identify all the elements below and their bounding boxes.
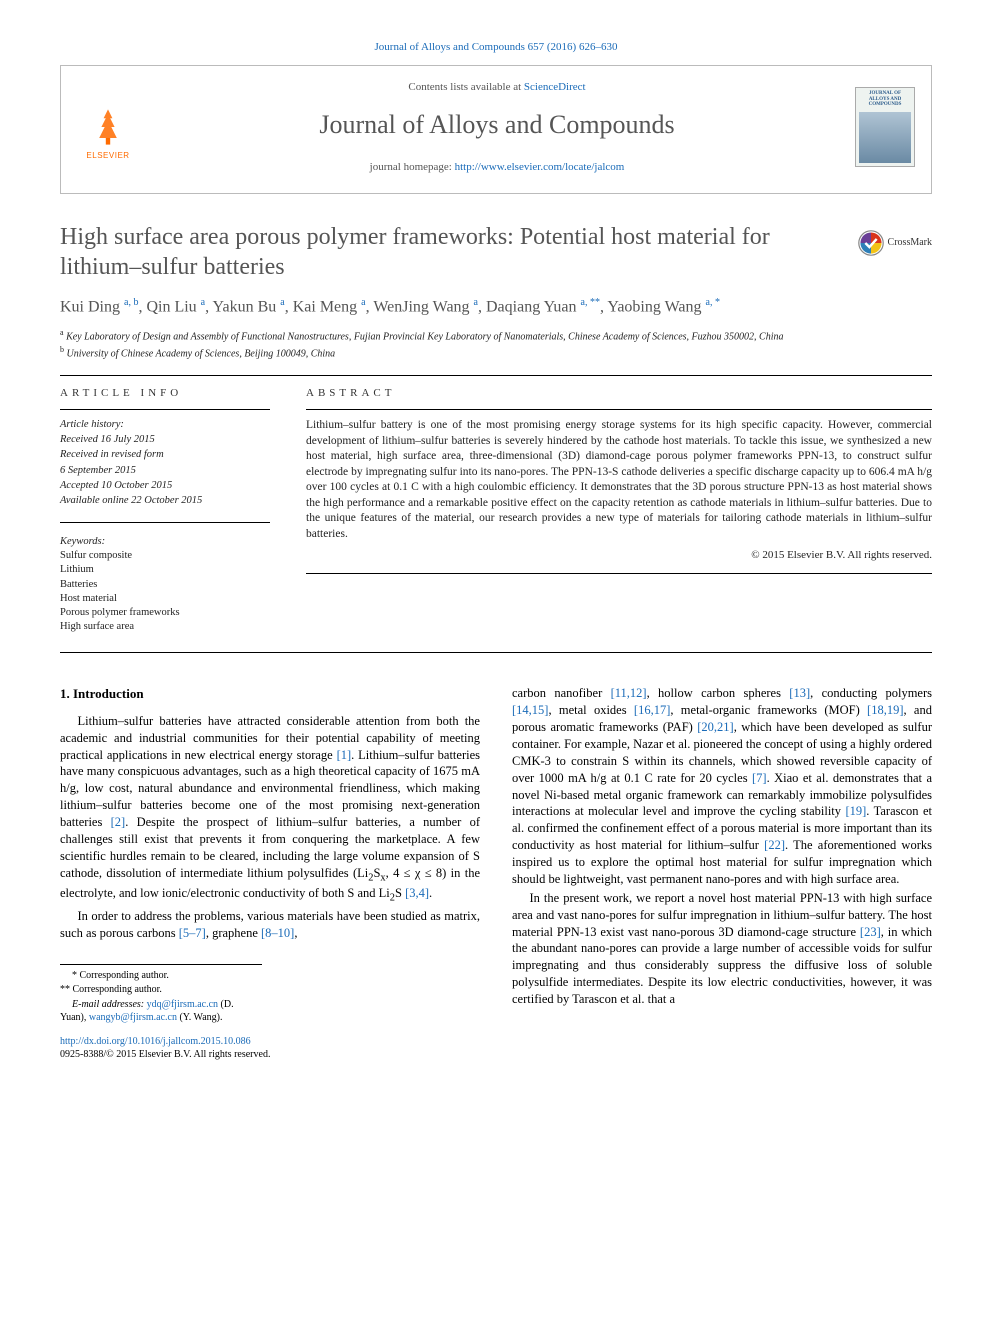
footnote-corr-2: ** Corresponding author.: [60, 983, 262, 997]
footnote-emails: E-mail addresses: ydq@fjirsm.ac.cn (D. Y…: [60, 998, 262, 1025]
history-line: 6 September 2015: [60, 464, 270, 478]
journal-homepage-link[interactable]: http://www.elsevier.com/locate/jalcom: [455, 161, 625, 173]
email-link-2[interactable]: wangyb@fjirsm.ac.cn: [89, 1012, 177, 1023]
intro-paragraph: carbon nanofiber [11,12], hollow carbon …: [512, 685, 932, 888]
running-header: Journal of Alloys and Compounds 657 (201…: [60, 40, 932, 55]
history-heading: Article history:: [60, 418, 270, 432]
header-center: Contents lists available at ScienceDirec…: [139, 80, 855, 175]
article-title: High surface area porous polymer framewo…: [60, 222, 844, 282]
divider: [60, 652, 932, 653]
abstract-label: ABSTRACT: [306, 386, 932, 401]
contents-available-line: Contents lists available at ScienceDirec…: [139, 80, 855, 95]
keywords: Keywords: Sulfur composite Lithium Batte…: [60, 535, 270, 634]
keyword: Porous polymer frameworks: [60, 606, 270, 620]
journal-cover-thumbnail[interactable]: JOURNAL OF ALLOYS AND COMPOUNDS: [855, 87, 915, 167]
article-info-column: ARTICLE INFO Article history: Received 1…: [60, 386, 270, 634]
email-link-1[interactable]: ydq@fjirsm.ac.cn: [147, 999, 218, 1010]
abstract-text: Lithium–sulfur battery is one of the mos…: [306, 418, 932, 542]
divider: [60, 375, 932, 376]
keyword: Host material: [60, 592, 270, 606]
history-line: Accepted 10 October 2015: [60, 479, 270, 493]
keyword: High surface area: [60, 620, 270, 634]
intro-paragraph: In the present work, we report a novel h…: [512, 890, 932, 1008]
journal-name: Journal of Alloys and Compounds: [139, 107, 855, 142]
corresponding-author-footnotes: * Corresponding author. ** Corresponding…: [60, 964, 262, 1025]
authors: Kui Ding a, b, Qin Liu a, Yakun Bu a, Ka…: [60, 296, 932, 318]
citation-link[interactable]: Journal of Alloys and Compounds 657 (201…: [375, 41, 618, 53]
affiliation-b: b University of Chinese Academy of Scien…: [60, 345, 932, 361]
affiliation-a: a Key Laboratory of Design and Assembly …: [60, 328, 932, 344]
history-line: Received in revised form: [60, 448, 270, 462]
article-meta-row: ARTICLE INFO Article history: Received 1…: [60, 386, 932, 634]
keyword: Sulfur composite: [60, 549, 270, 563]
crossmark-label: CrossMark: [888, 236, 932, 250]
keyword: Lithium: [60, 563, 270, 577]
journal-header-box: ELSEVIER Contents lists available at Sci…: [60, 65, 932, 194]
history-line: Received 16 July 2015: [60, 433, 270, 447]
issn-copyright: 0925-8388/© 2015 Elsevier B.V. All right…: [60, 1049, 270, 1060]
copyright-line: © 2015 Elsevier B.V. All rights reserved…: [306, 548, 932, 563]
journal-homepage-line: journal homepage: http://www.elsevier.co…: [139, 160, 855, 175]
crossmark-badge[interactable]: CrossMark: [858, 230, 932, 256]
elsevier-logo[interactable]: ELSEVIER: [77, 92, 139, 162]
title-row: High surface area porous polymer framewo…: [60, 222, 932, 282]
footnote-corr-1: * Corresponding author.: [60, 969, 262, 983]
elsevier-tree-icon: [86, 105, 130, 149]
crossmark-icon: [858, 230, 884, 256]
elsevier-logo-text: ELSEVIER: [86, 151, 129, 162]
article-history: Article history: Received 16 July 2015 R…: [60, 418, 270, 508]
intro-paragraph: Lithium–sulfur batteries have attracted …: [60, 713, 480, 906]
intro-paragraph: In order to address the problems, variou…: [60, 908, 480, 942]
affiliations: a Key Laboratory of Design and Assembly …: [60, 328, 932, 362]
doi-link[interactable]: http://dx.doi.org/10.1016/j.jallcom.2015…: [60, 1036, 251, 1047]
keyword: Batteries: [60, 578, 270, 592]
sciencedirect-link[interactable]: ScienceDirect: [524, 81, 586, 93]
keywords-heading: Keywords:: [60, 535, 270, 549]
article-info-label: ARTICLE INFO: [60, 386, 270, 401]
abstract-column: ABSTRACT Lithium–sulfur battery is one o…: [306, 386, 932, 634]
body-two-column: 1. Introduction Lithium–sulfur batteries…: [60, 685, 932, 1024]
intro-heading: 1. Introduction: [60, 685, 480, 703]
history-line: Available online 22 October 2015: [60, 494, 270, 508]
doi-block: http://dx.doi.org/10.1016/j.jallcom.2015…: [60, 1035, 932, 1062]
